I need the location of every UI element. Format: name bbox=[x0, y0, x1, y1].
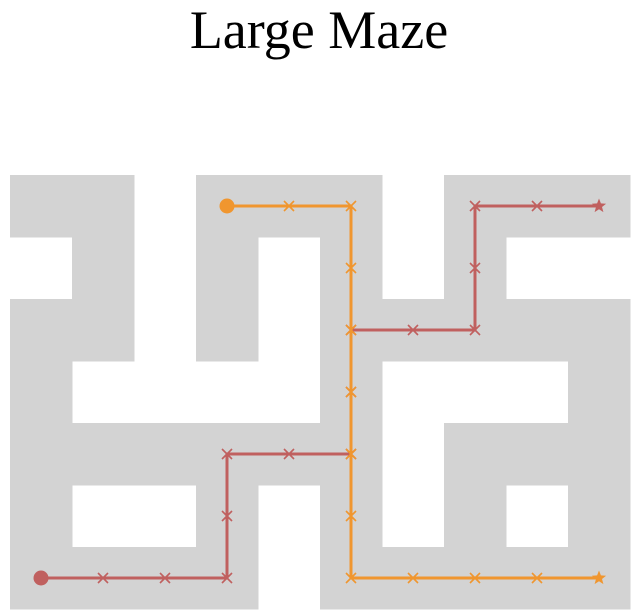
step-marker bbox=[159, 572, 171, 584]
step-marker bbox=[469, 262, 481, 274]
step-marker bbox=[221, 448, 233, 460]
step-marker bbox=[345, 262, 357, 274]
step-marker bbox=[407, 324, 419, 336]
corridor-cell bbox=[72, 237, 135, 300]
step-marker bbox=[345, 510, 357, 522]
path-line bbox=[227, 204, 599, 580]
step-marker bbox=[345, 572, 357, 584]
step-marker bbox=[345, 448, 357, 460]
corridor-cell bbox=[196, 299, 259, 362]
step-marker bbox=[469, 200, 481, 212]
step-marker bbox=[531, 200, 543, 212]
corridor-cell bbox=[196, 237, 259, 300]
maze-grid bbox=[10, 175, 631, 610]
paths bbox=[33, 198, 607, 586]
step-marker bbox=[283, 448, 295, 460]
start-marker bbox=[33, 570, 49, 586]
step-marker bbox=[97, 572, 109, 584]
step-marker bbox=[531, 572, 543, 584]
corridor-cell bbox=[10, 423, 73, 486]
step-marker bbox=[345, 386, 357, 398]
corridor-cell bbox=[568, 485, 631, 548]
corridor-cell bbox=[568, 423, 631, 486]
corridor-cell bbox=[506, 423, 569, 486]
step-marker bbox=[221, 572, 233, 584]
goal-marker bbox=[591, 198, 607, 213]
corridor-cell bbox=[72, 299, 135, 362]
title: Large Maze bbox=[190, 0, 448, 60]
start-marker bbox=[219, 198, 235, 214]
corridor-cell bbox=[506, 299, 569, 362]
goal-marker bbox=[591, 570, 607, 585]
corridor-cell bbox=[10, 175, 73, 238]
corridor-cell bbox=[134, 423, 197, 486]
corridor-cell bbox=[444, 485, 507, 548]
step-marker bbox=[345, 200, 357, 212]
corridor-cell bbox=[10, 361, 73, 424]
corridor-cell bbox=[444, 423, 507, 486]
step-marker bbox=[345, 324, 357, 336]
corridor-cell bbox=[10, 299, 73, 362]
corridor-cell bbox=[72, 175, 135, 238]
corridor-cell bbox=[568, 299, 631, 362]
corridor-cell bbox=[72, 423, 135, 486]
step-marker bbox=[469, 572, 481, 584]
corridor-cell bbox=[10, 485, 73, 548]
corridor-cell bbox=[568, 361, 631, 424]
step-marker bbox=[221, 510, 233, 522]
step-marker bbox=[469, 324, 481, 336]
orange-path bbox=[219, 198, 607, 585]
step-marker bbox=[407, 572, 419, 584]
step-marker bbox=[283, 200, 295, 212]
